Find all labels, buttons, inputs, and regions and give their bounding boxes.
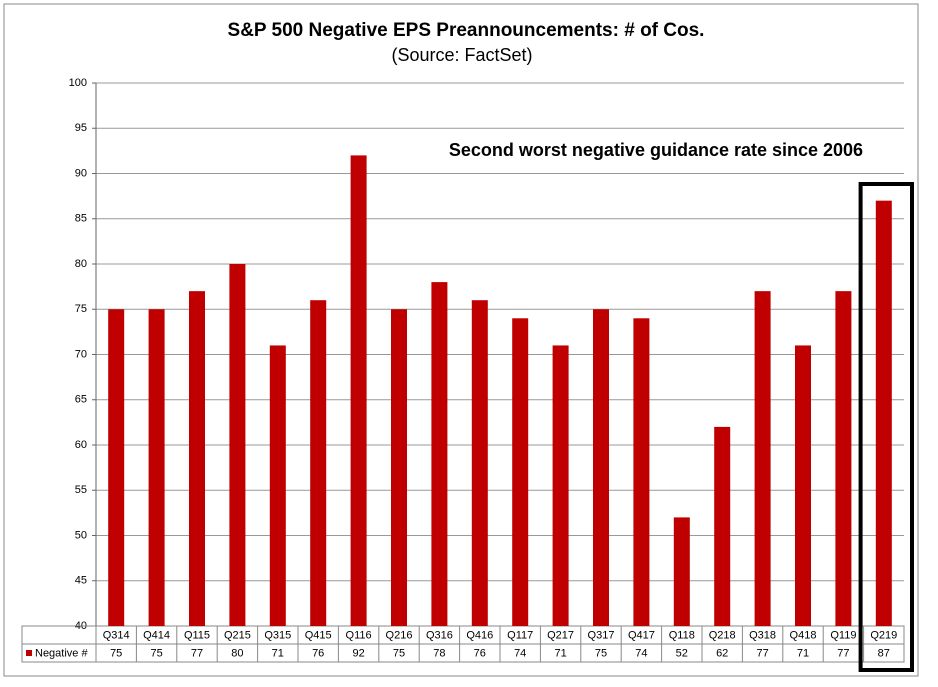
bar bbox=[714, 426, 731, 626]
x-tick-label: Q316 bbox=[426, 629, 453, 641]
y-tick-label: 70 bbox=[75, 348, 87, 360]
data-table-value: 62 bbox=[716, 647, 728, 659]
x-tick-label: Q119 bbox=[830, 629, 856, 641]
data-table-value: 77 bbox=[756, 647, 768, 659]
x-tick-label: Q318 bbox=[749, 629, 776, 641]
y-tick-label: 90 bbox=[75, 167, 87, 179]
annotation: Second worst negative guidance rate sinc… bbox=[449, 140, 863, 160]
data-table-value: 74 bbox=[635, 647, 647, 659]
x-tick-label: Q118 bbox=[669, 629, 695, 641]
x-tick-label: Q217 bbox=[547, 629, 574, 641]
x-tick-label: Q315 bbox=[264, 629, 291, 641]
data-table-value: 80 bbox=[231, 647, 243, 659]
x-tick-label: Q215 bbox=[224, 629, 251, 641]
x-tick-label: Q416 bbox=[466, 629, 493, 641]
y-tick-label: 65 bbox=[75, 394, 87, 406]
data-table-value: 71 bbox=[272, 647, 284, 659]
bar bbox=[189, 291, 205, 626]
x-tick-label: Q218 bbox=[709, 629, 736, 641]
x-tick-label: Q219 bbox=[870, 629, 897, 641]
bar bbox=[795, 345, 811, 626]
y-tick-label: 45 bbox=[75, 575, 87, 587]
bar bbox=[633, 318, 650, 626]
bar bbox=[512, 318, 529, 626]
bar bbox=[350, 155, 367, 626]
x-tick-label: Q314 bbox=[103, 629, 130, 641]
x-tick-label: Q317 bbox=[588, 629, 615, 641]
data-table-value: 75 bbox=[110, 647, 122, 659]
x-tick-label: Q117 bbox=[507, 629, 533, 641]
bar bbox=[875, 200, 892, 626]
data-table-value: 77 bbox=[837, 647, 849, 659]
bar bbox=[391, 309, 407, 626]
bar bbox=[552, 345, 569, 626]
bar bbox=[431, 282, 448, 626]
data-table-value: 75 bbox=[393, 647, 405, 659]
y-tick-label: 95 bbox=[75, 122, 87, 134]
chart-border bbox=[3, 3, 919, 677]
bar bbox=[835, 291, 852, 626]
x-tick-label: Q216 bbox=[386, 629, 413, 641]
bar bbox=[108, 309, 125, 626]
x-tick-label: Q415 bbox=[305, 629, 332, 641]
bar bbox=[310, 300, 327, 626]
y-tick-label: 80 bbox=[75, 258, 87, 270]
bar bbox=[229, 264, 246, 626]
data-table-value: 77 bbox=[191, 647, 203, 659]
y-tick-label: 100 bbox=[69, 77, 87, 89]
y-tick-label: 75 bbox=[75, 303, 87, 315]
data-table-value: 71 bbox=[797, 647, 809, 659]
chart-subtitle: (Source: FactSet) bbox=[391, 45, 532, 65]
x-tick-label: Q414 bbox=[143, 629, 170, 641]
x-tick-label: Q418 bbox=[790, 629, 817, 641]
data-table-value: 75 bbox=[150, 647, 162, 659]
chart-title: S&P 500 Negative EPS Preannouncements: #… bbox=[228, 20, 705, 41]
y-tick-label: 50 bbox=[75, 529, 87, 541]
y-tick-label: 85 bbox=[75, 213, 87, 225]
highlight-box bbox=[858, 182, 914, 672]
bar bbox=[148, 309, 165, 626]
data-table-value: 75 bbox=[595, 647, 607, 659]
x-tick-label: Q417 bbox=[628, 629, 655, 641]
data-table-value: 92 bbox=[352, 647, 364, 659]
bar bbox=[471, 300, 488, 626]
data-table-value: 87 bbox=[878, 647, 890, 659]
y-tick-label: 55 bbox=[75, 484, 87, 496]
data-table-value: 74 bbox=[514, 647, 526, 659]
bar bbox=[754, 291, 771, 626]
data-table-value: 52 bbox=[676, 647, 688, 659]
data-table-value: 78 bbox=[433, 647, 445, 659]
legend-label: Negative # bbox=[35, 647, 88, 659]
x-tick-label: Q115 bbox=[184, 629, 210, 641]
data-table-value: 76 bbox=[474, 647, 486, 659]
bar bbox=[673, 517, 690, 626]
bar bbox=[593, 309, 609, 626]
legend-marker bbox=[26, 650, 32, 656]
data-table-value: 71 bbox=[554, 647, 566, 659]
y-tick-label: 60 bbox=[75, 439, 87, 451]
bar bbox=[269, 345, 286, 626]
x-tick-label: Q116 bbox=[346, 629, 372, 641]
data-table-value: 76 bbox=[312, 647, 324, 659]
